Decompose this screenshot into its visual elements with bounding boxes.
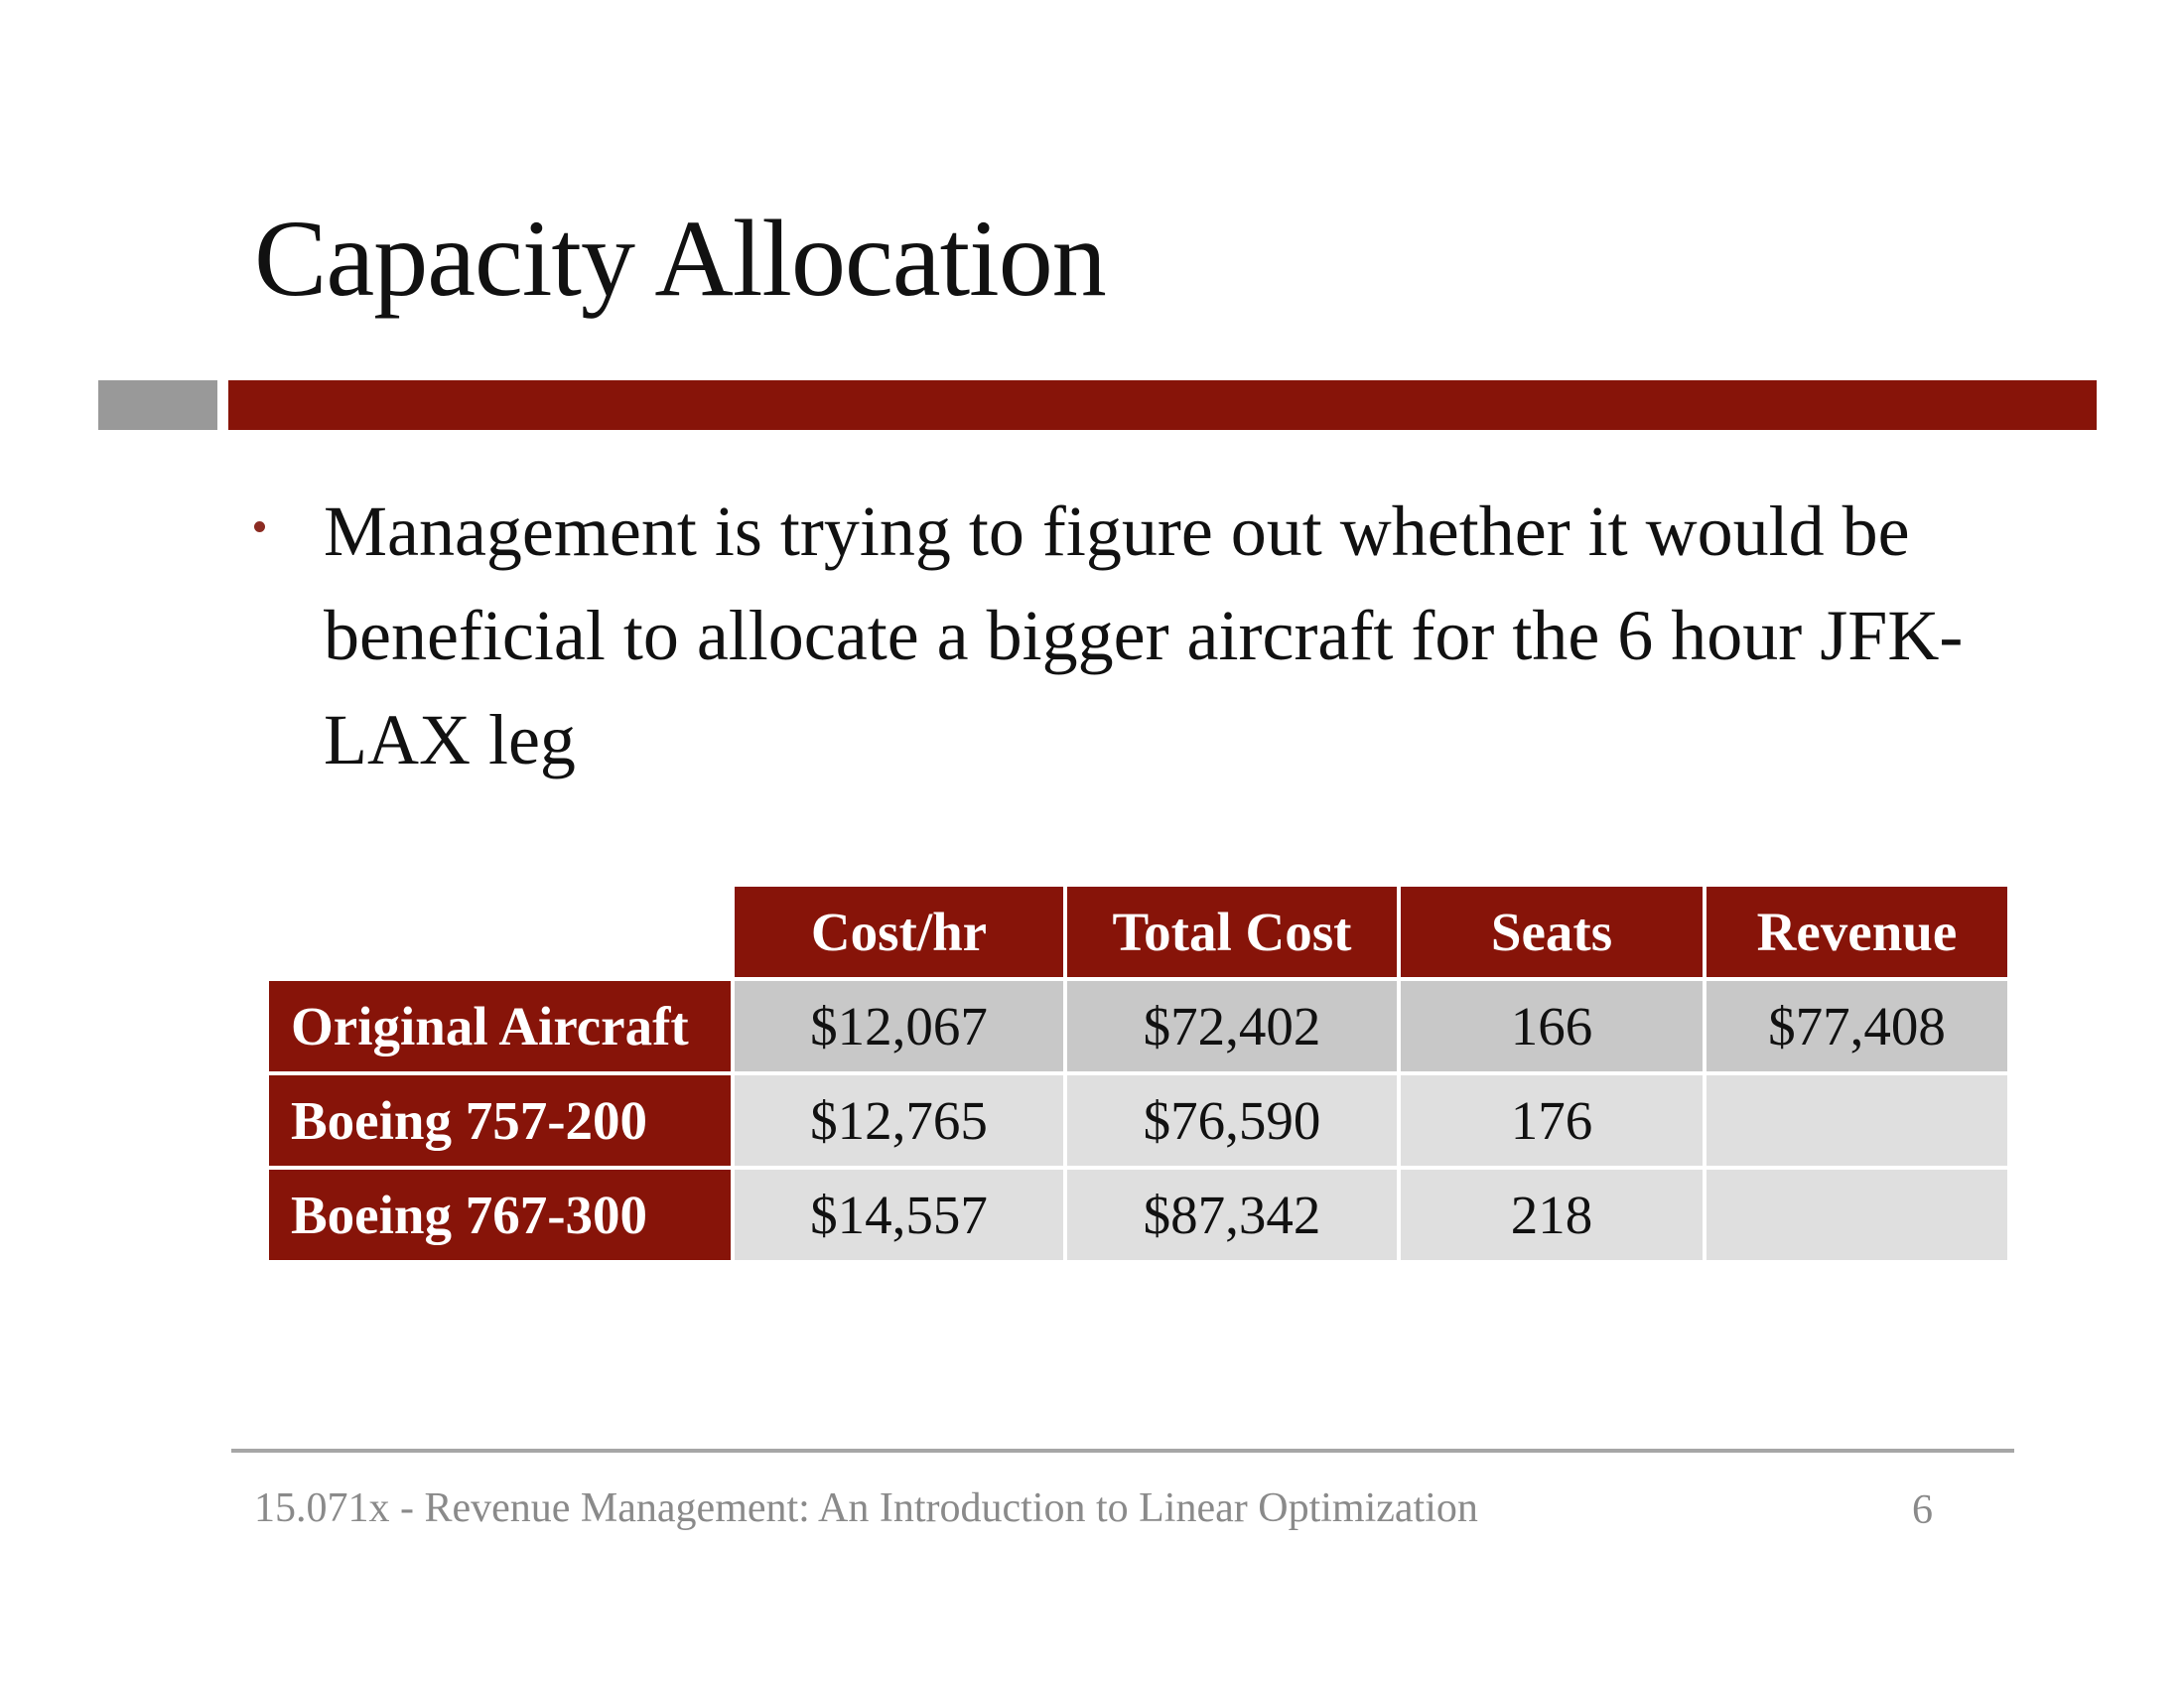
table-cell: $76,590 — [1067, 1075, 1397, 1166]
footer-course-title: 15.071x - Revenue Management: An Introdu… — [254, 1485, 1478, 1531]
bullet-dot-icon — [254, 521, 265, 532]
table-cell: 218 — [1401, 1170, 1703, 1260]
row-header-boeing-767-300: Boeing 767-300 — [269, 1170, 731, 1260]
table-cell — [1706, 1075, 2007, 1166]
table-header-row: Cost/hr Total Cost Seats Revenue — [269, 887, 2007, 977]
table-row: Boeing 757-200 $12,765 $76,590 176 — [269, 1075, 2007, 1166]
column-header-total-cost: Total Cost — [1067, 887, 1397, 977]
bullet-text: Management is trying to figure out wheth… — [324, 492, 1964, 779]
aircraft-comparison-table: Cost/hr Total Cost Seats Revenue Origina… — [265, 883, 2011, 1264]
table-cell: $72,402 — [1067, 981, 1397, 1071]
table-cell: $14,557 — [735, 1170, 1063, 1260]
page-number: 6 — [1912, 1487, 1933, 1533]
slide-title: Capacity Allocation — [254, 198, 1107, 319]
table-cell: 166 — [1401, 981, 1703, 1071]
title-bar-gray-block — [98, 380, 217, 430]
table-cell: $12,765 — [735, 1075, 1063, 1166]
table-cell — [1706, 1170, 2007, 1260]
table-cell: $77,408 — [1706, 981, 2007, 1071]
table-cell: 176 — [1401, 1075, 1703, 1166]
table-corner-cell — [269, 887, 731, 977]
column-header-cost-per-hr: Cost/hr — [735, 887, 1063, 977]
footer-divider — [231, 1449, 2014, 1453]
column-header-seats: Seats — [1401, 887, 1703, 977]
row-header-boeing-757-200: Boeing 757-200 — [269, 1075, 731, 1166]
table-row: Boeing 767-300 $14,557 $87,342 218 — [269, 1170, 2007, 1260]
row-header-original-aircraft: Original Aircraft — [269, 981, 731, 1071]
table-cell: $87,342 — [1067, 1170, 1397, 1260]
title-bar-red — [228, 380, 2097, 430]
column-header-revenue: Revenue — [1706, 887, 2007, 977]
table-cell: $12,067 — [735, 981, 1063, 1071]
table-row: Original Aircraft $12,067 $72,402 166 $7… — [269, 981, 2007, 1071]
